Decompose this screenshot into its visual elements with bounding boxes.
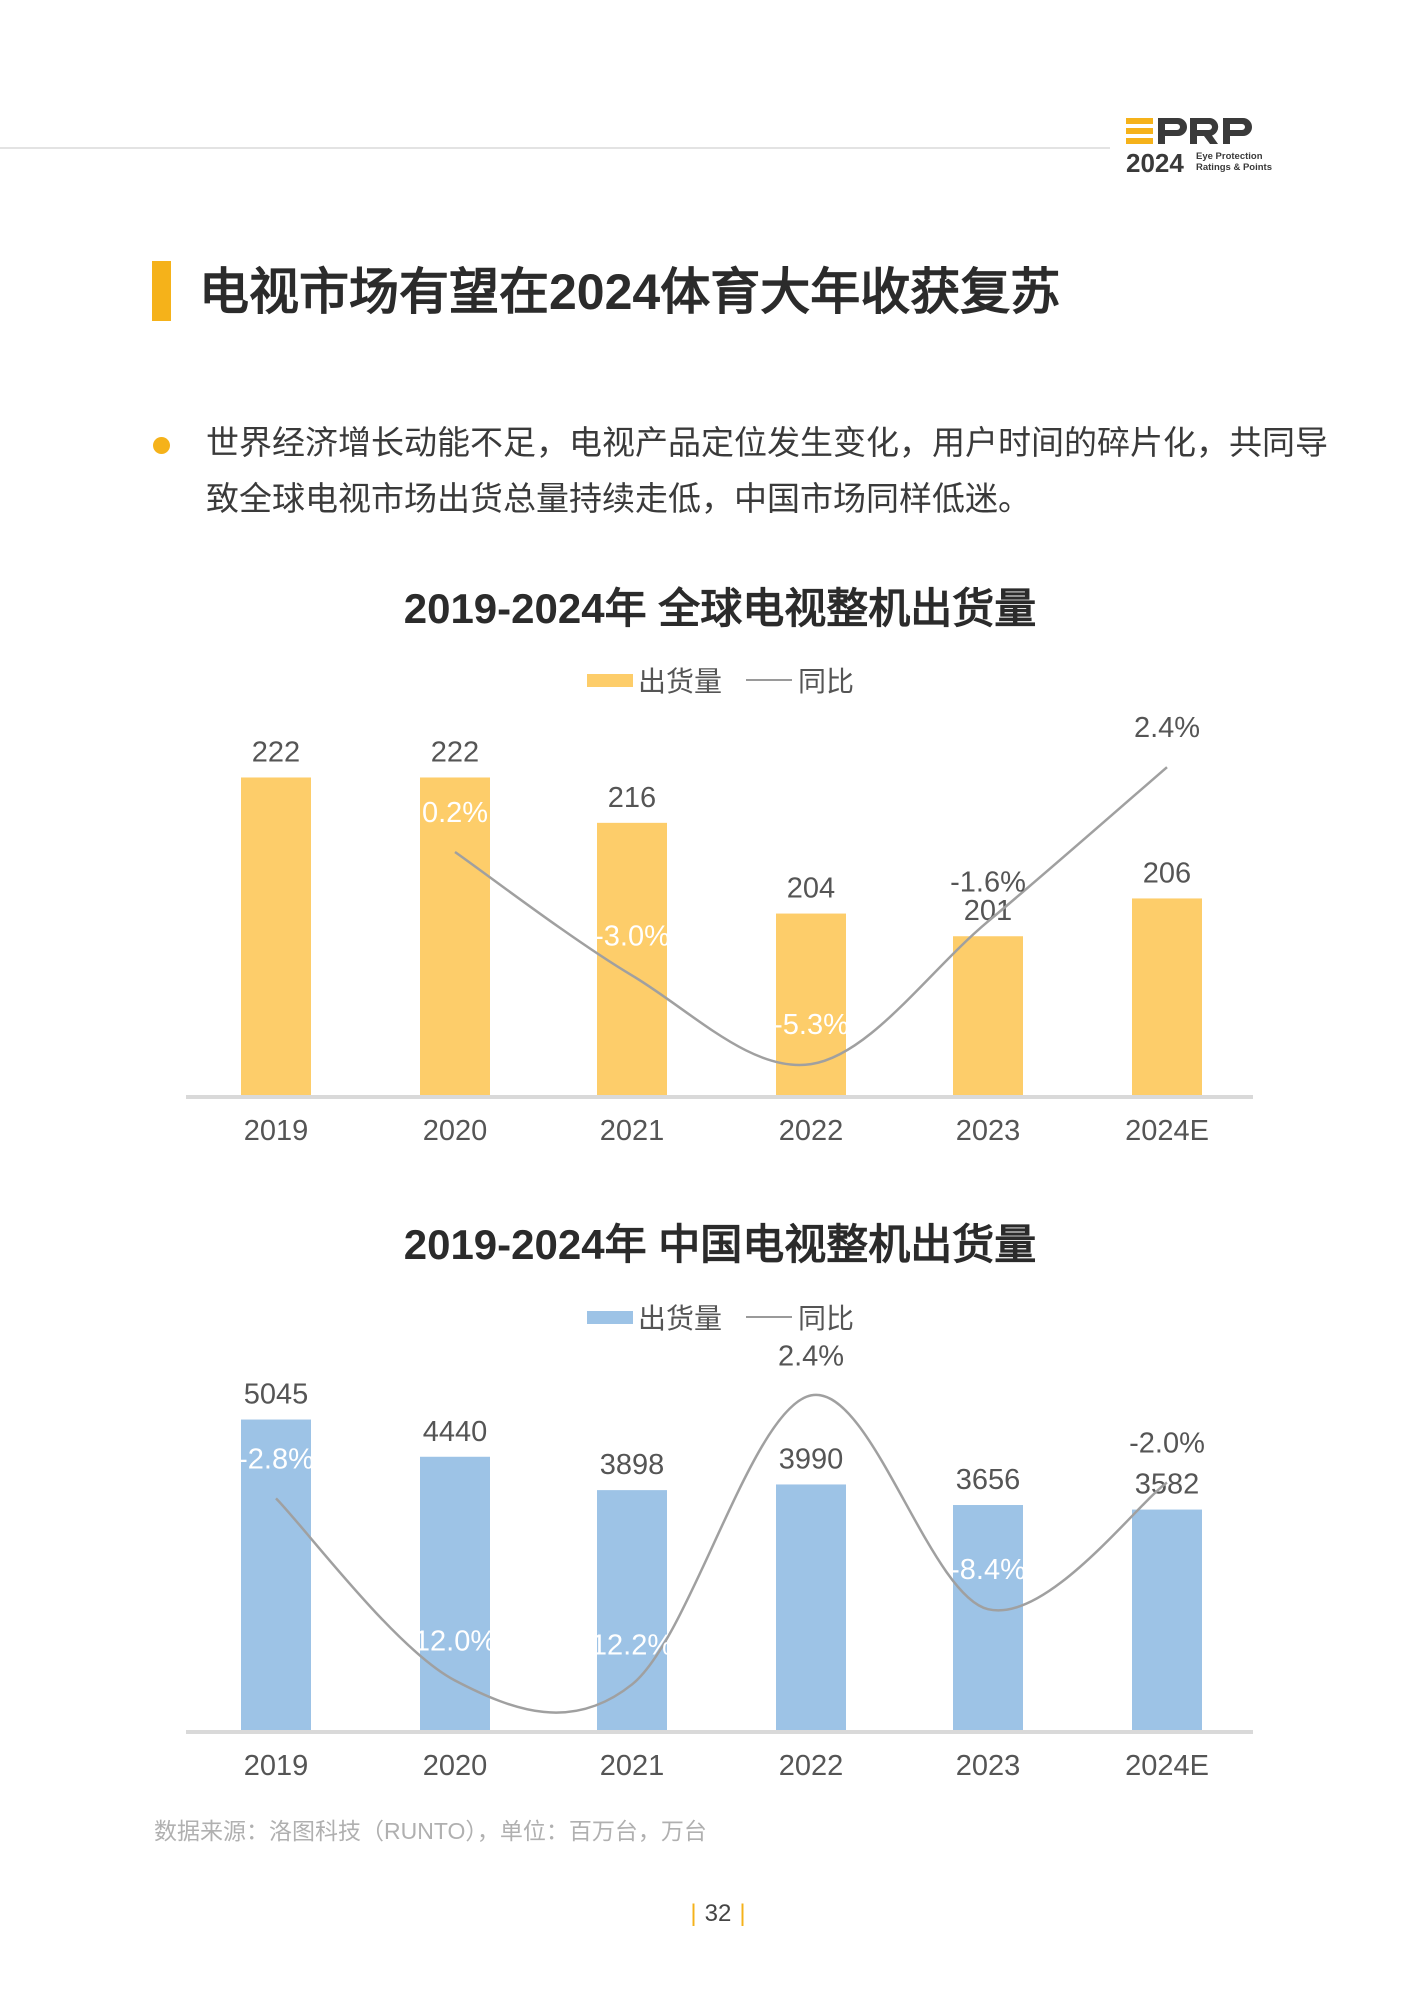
x-tick-label: 2022 <box>779 1115 844 1147</box>
bar-value-label: 3990 <box>779 1443 844 1475</box>
yoy-line <box>454 766 1168 1067</box>
bar-value-label: 222 <box>252 736 300 768</box>
chart-2-title: 2019-2024年 中国电视整机出货量 <box>403 1221 1037 1268</box>
bar-value-label: 222 <box>431 736 479 768</box>
bullet-dot-icon <box>153 437 170 454</box>
chart-1-title: 2019-2024年 全球电视整机出货量 <box>403 585 1037 632</box>
chart-1-legend: 出货量 同比 <box>587 660 854 700</box>
bar-value-label: 216 <box>608 782 656 814</box>
yoy-label: -1.6% <box>950 866 1026 898</box>
yoy-label: 0.2% <box>422 797 488 829</box>
bar-2020 <box>420 1456 490 1730</box>
yoy-label: 12.0% <box>414 1625 496 1657</box>
bullet-text-line-2: 致全球电视市场出货总量持续走低，中国市场同样低迷。 <box>206 480 1031 517</box>
logo-tagline-2: Ratings & Points <box>1196 162 1272 173</box>
yoy-label: -8.4% <box>950 1554 1026 1586</box>
yoy-label: 12.2% <box>591 1629 673 1661</box>
yoy-label: 2.4% <box>778 1340 844 1372</box>
x-tick-label: 2022 <box>779 1750 844 1782</box>
legend-line-label: 同比 <box>798 1303 855 1334</box>
header-divider <box>0 147 1110 149</box>
yoy-label: -2.8% <box>238 1443 314 1475</box>
chart-1-global-shipments: 201922220202222021216202220420232012024E… <box>186 712 1253 1147</box>
page-number: | 32 | <box>690 1900 746 1927</box>
x-tick-label: 2023 <box>956 1750 1021 1782</box>
bar-value-label: 5045 <box>244 1379 309 1411</box>
bar-2019 <box>241 1419 311 1730</box>
bar-value-label: 206 <box>1143 857 1191 889</box>
bar-2021 <box>597 822 667 1095</box>
yoy-label: 2.4% <box>1134 712 1200 744</box>
legend-bar-label: 出货量 <box>638 1303 723 1334</box>
bar-2021 <box>597 1490 667 1730</box>
page-title: 电视市场有望在2024体育大年收获复苏 <box>199 264 1061 320</box>
legend-bar-swatch <box>587 673 633 687</box>
page-number-value: 32 <box>704 1900 732 1927</box>
logo-year: 2024 <box>1126 148 1184 178</box>
legend-line-label: 同比 <box>798 666 855 697</box>
x-tick-label: 2024E <box>1125 1115 1209 1147</box>
x-tick-label: 2019 <box>244 1750 309 1782</box>
bar-2022 <box>776 913 846 1095</box>
bar-2023 <box>953 1505 1023 1730</box>
eprp-logo: 2024 Eye Protection Ratings & Points <box>1126 118 1272 178</box>
x-tick-label: 2024E <box>1125 1750 1209 1782</box>
yoy-line <box>275 1393 1168 1714</box>
legend-bar-label: 出货量 <box>638 666 723 697</box>
x-tick-label: 2020 <box>423 1750 488 1782</box>
legend-line-swatch <box>746 679 793 681</box>
x-tick-label: 2019 <box>244 1115 309 1147</box>
bar-2024E <box>1132 1509 1202 1730</box>
title-accent-bar <box>152 261 171 321</box>
bar-2024E <box>1132 898 1202 1095</box>
x-tick-label: 2021 <box>600 1115 665 1147</box>
data-source-note: 数据来源：洛图科技（RUNTO），单位：百万台，万台 <box>154 1818 707 1844</box>
bar-2023 <box>953 936 1023 1095</box>
bar-value-label: 3582 <box>1135 1469 1200 1501</box>
yoy-label: -2.0% <box>1129 1427 1205 1459</box>
yoy-label: -3.0% <box>594 920 670 952</box>
logo-tagline-1: Eye Protection <box>1196 151 1263 162</box>
legend-line-swatch <box>746 1316 793 1318</box>
yoy-label: -5.3% <box>773 1009 849 1041</box>
legend-bar-swatch <box>587 1310 633 1324</box>
x-tick-label: 2023 <box>956 1115 1021 1147</box>
x-axis-line <box>186 1095 1253 1099</box>
bar-2020 <box>420 777 490 1095</box>
bar-value-label: 3656 <box>956 1464 1021 1496</box>
bar-value-label: 3898 <box>600 1449 665 1481</box>
bar-2019 <box>241 777 311 1095</box>
chart-2-china-shipments: 2019 5045 2020 4440 2021 3898 2022 3990 2023 3656… <box>186 1340 1253 1782</box>
bar-value-label: 204 <box>787 873 835 905</box>
bullet-text-line-1: 世界经济增长动能不足，电视产品定位发生变化，用户时间的碎片化，共同导 <box>206 424 1328 461</box>
bar-value-label: 4440 <box>423 1416 488 1448</box>
chart-2-legend: 出货量 同比 <box>587 1297 854 1337</box>
bar-2022 <box>776 1484 846 1730</box>
x-axis-line <box>186 1730 1253 1734</box>
x-tick-label: 2020 <box>423 1115 488 1147</box>
x-tick-label: 2021 <box>600 1750 665 1782</box>
